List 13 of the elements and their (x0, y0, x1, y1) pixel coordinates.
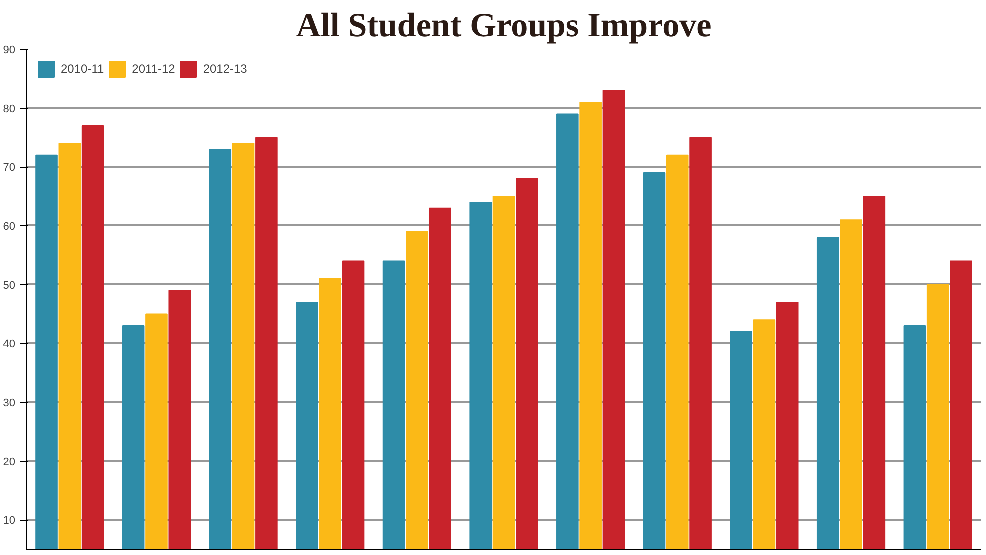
y-tick-label: 80 (3, 103, 16, 116)
legend-label: 2012-13 (203, 62, 248, 76)
legend-label: 2010-11 (61, 62, 104, 76)
y-tick-label: 40 (3, 338, 16, 351)
chart-title: All Student Groups Improve (296, 8, 712, 44)
y-tick-label: 10 (3, 515, 16, 528)
y-tick-label: 30 (3, 397, 16, 410)
y-tick-label: 70 (3, 162, 16, 174)
y-tick-label: 90 (3, 44, 16, 56)
y-tick-label: 60 (3, 220, 16, 233)
legend-label: 2011-12 (132, 62, 176, 76)
y-tick-label: 20 (3, 456, 16, 468)
y-tick-label: 50 (3, 280, 16, 292)
